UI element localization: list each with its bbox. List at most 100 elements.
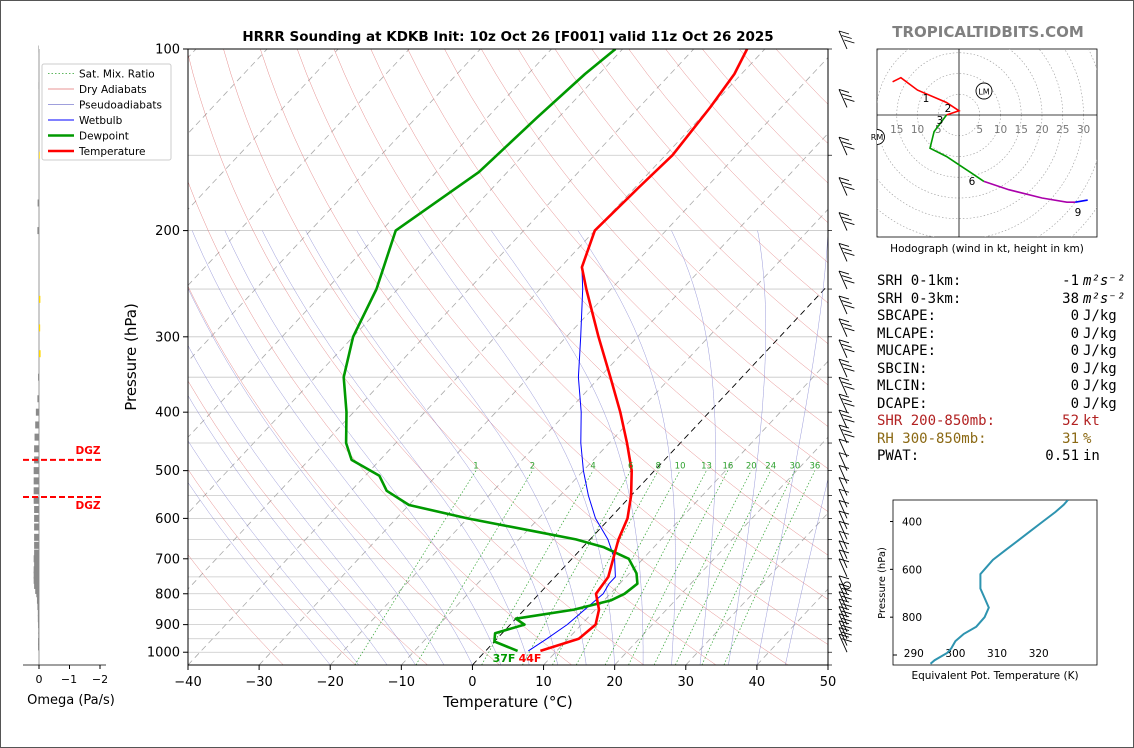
hodograph-ring-label: 5 [976,124,983,136]
parameter-unit: J/kg [1083,360,1117,377]
pressure-tick-label: 200 [155,224,180,239]
theta-e-y-axis-label: Pressure (hPa) [877,547,888,619]
temperature-tick-label: 40 [749,675,766,690]
barb-staff [838,531,848,550]
pseudoadiabat [262,230,530,665]
omega-bar [33,555,39,563]
barb-staff [838,30,848,50]
wind-barb [838,30,855,50]
temperature-tick-label: 30 [678,675,695,690]
mixing-ratio-label: 36 [809,462,820,472]
omega-bar [33,576,39,584]
barb-feather [838,136,850,141]
wind-barb [838,89,855,108]
wind-barb [838,136,855,156]
hodograph-caption: Hodograph (wind in kt, height in km) [890,243,1084,255]
barb-feather [838,613,850,618]
mixing-ratio-line [653,470,752,665]
wind-barb [838,393,855,413]
legend-label: Sat. Mix. Ratio [79,69,155,81]
parameter-value: 0 [1070,308,1079,324]
mixing-ratio-line [723,470,816,665]
barb-staff [838,137,848,156]
hodograph-height-label: 3 [937,115,944,127]
mixing-ratio-label: 1 [473,462,478,472]
barb-staff [838,477,848,496]
hodograph-ring-label: 15 [890,124,903,136]
hodograph-ring-label: 25 [1056,124,1069,136]
omega-bar [37,395,39,403]
pseudoadiabat [671,230,716,665]
parameter-row: SHR 200-850mb: 52 kt [877,413,1125,431]
omega-bar [36,596,39,604]
dry-adiabat [481,49,828,427]
mixing-ratio-labels: 1 2 4 6 8 10 13 16 20 24 30 36 [473,462,820,472]
barb-feather [841,429,852,433]
barb-feather [838,620,850,625]
theta-e-y-tick-label: 600 [902,564,922,576]
parameter-label: RH 300-850mb: [877,430,987,447]
hodograph-frame [876,48,1098,238]
omega-bar [37,199,39,207]
dry-adiabat [333,49,828,600]
barb-feather [841,300,852,304]
wind-barb [838,510,850,530]
pressure-tick-label: 1000 [147,646,180,661]
omega-bar [34,560,39,568]
isotherm [614,436,828,665]
omega-bar [37,603,39,611]
omega-bar [38,82,39,90]
dry-adiabat [517,49,828,386]
dry-adiabat [260,49,789,665]
barb-feather [838,499,850,504]
isotherm [543,360,828,665]
parameter-unit: m²s⁻² [1083,273,1126,289]
dewpoint-profile-line [342,49,639,653]
omega-tick-2: −2 [92,673,108,686]
barb-staff [838,500,848,519]
barb-feather [841,247,852,252]
chart-title: HRRR Sounding at KDKB Init: 10z Oct 26 [… [242,29,773,45]
mixing-ratio-label: 10 [675,462,686,472]
barb-feather [838,270,850,275]
barb-feather [841,624,852,629]
wetbulb-profile-line [528,267,616,652]
barb-staff [838,627,848,646]
omega-bar [37,227,39,235]
barb-feather [838,464,850,469]
mixing-ratio-line [575,470,681,665]
hodograph-grid [877,49,1097,237]
isotherm [188,49,481,362]
barb-feather [838,606,850,611]
wind-barb [838,212,855,231]
hodograph-ring-label: 10 [994,124,1007,136]
theta-e-y-tick-label: 800 [902,612,922,624]
wind-barb [838,358,855,378]
mixing-ratio-label: 24 [765,462,776,472]
mixing-ratio-label: 16 [722,462,733,472]
barb-feather [844,145,855,150]
parameter-row: DCAPE: 0 J/kg [877,396,1125,414]
hodograph-height-label: 1 [923,93,930,105]
pseudoadiabat [188,287,445,665]
barb-feather [838,575,850,580]
isotherm [188,49,410,286]
omega-bar [34,523,39,531]
barb-staff [838,558,848,578]
barb-feather [841,93,852,98]
pseudoadiabat [785,478,828,665]
omega-panel [23,45,106,669]
isotherm [329,132,828,665]
site-watermark: TROPICALTIDBITS.COM [892,23,1084,41]
hodograph-height-label: 6 [969,176,976,188]
barb-feather [838,424,850,429]
pressure-tick-label: 800 [155,587,180,602]
barb-feather [838,295,850,300]
mixing-ratio-line [415,470,533,665]
barb-staff [838,540,848,559]
temperature-tick-label: 20 [606,675,623,690]
parameter-label: SHR 200-850mb: [877,413,996,429]
wind-barb [838,530,850,550]
legend-label: Dewpoint [79,131,129,143]
